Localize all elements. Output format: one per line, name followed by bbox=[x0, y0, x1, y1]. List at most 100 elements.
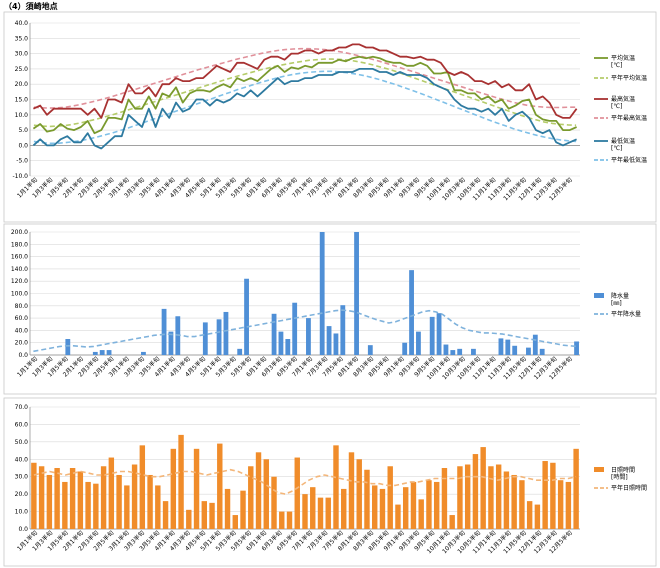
bar bbox=[65, 339, 71, 355]
chart-2-axes: 0.0 20.0 40.0 60.0 80.0 100.0 120.0 140.0 160.0 1… bbox=[11, 229, 580, 381]
bar bbox=[232, 515, 238, 529]
bar bbox=[201, 501, 208, 529]
bar bbox=[367, 345, 373, 355]
chart-3-legend: 日照時間[時間] 平年日照時間 bbox=[594, 466, 647, 492]
y-tick-label: 120.0 bbox=[11, 278, 28, 285]
normal-series-line-3 bbox=[33, 47, 577, 109]
bar bbox=[534, 504, 541, 529]
bar bbox=[31, 462, 37, 529]
legend-label-0: 平均気温 bbox=[611, 54, 635, 62]
bar bbox=[237, 348, 243, 355]
y-tick-label: 35.0 bbox=[15, 35, 29, 42]
bar bbox=[223, 311, 229, 355]
bar bbox=[131, 464, 138, 529]
bar bbox=[395, 504, 401, 529]
bar bbox=[464, 464, 471, 529]
bar bbox=[511, 474, 517, 529]
legend-unit-0: [時間] bbox=[611, 473, 628, 481]
bar bbox=[341, 488, 347, 529]
bar bbox=[526, 501, 533, 529]
y-tick-label: 10.0 bbox=[15, 509, 29, 516]
bar bbox=[310, 487, 316, 529]
y-tick-label: 0.0 bbox=[18, 352, 28, 359]
chart-1-series bbox=[32, 43, 578, 150]
bar bbox=[271, 476, 277, 529]
bar bbox=[387, 466, 393, 529]
bar bbox=[244, 278, 249, 355]
y-tick-label: 0.0 bbox=[18, 142, 28, 149]
bar bbox=[433, 481, 440, 529]
y-tick-label: 60.0 bbox=[15, 421, 29, 428]
bar bbox=[202, 322, 208, 355]
actual-series-line-2 bbox=[33, 43, 578, 119]
bar bbox=[69, 468, 76, 529]
bar bbox=[271, 313, 277, 355]
bar bbox=[100, 466, 107, 529]
bar bbox=[263, 459, 269, 529]
bar bbox=[278, 331, 284, 355]
y-tick-label: -5.0 bbox=[16, 158, 28, 165]
legend-swatch-0 bbox=[594, 293, 604, 298]
legend-label-0: 日照時間 bbox=[611, 466, 635, 474]
legend-label-1: 平年降水量 bbox=[611, 310, 641, 318]
bar bbox=[409, 270, 414, 355]
bar bbox=[519, 480, 525, 529]
bar bbox=[333, 333, 339, 355]
y-tick-label: 20.0 bbox=[15, 491, 29, 498]
legend-unit-2: [℃] bbox=[611, 103, 622, 110]
bar bbox=[450, 350, 456, 355]
y-tick-label: 5.0 bbox=[18, 127, 28, 134]
bar bbox=[402, 487, 409, 529]
y-tick-label: 100.0 bbox=[11, 291, 28, 298]
bar bbox=[550, 462, 556, 529]
y-tick-label: 15.0 bbox=[15, 97, 29, 104]
bar bbox=[325, 497, 331, 529]
bar bbox=[472, 454, 479, 529]
chart-3-series bbox=[31, 434, 579, 529]
bar bbox=[443, 344, 449, 355]
bar bbox=[402, 342, 408, 355]
bar bbox=[38, 466, 45, 529]
bar bbox=[480, 447, 486, 529]
bar bbox=[240, 490, 246, 529]
y-tick-label: 50.0 bbox=[15, 439, 29, 446]
bar bbox=[209, 502, 215, 529]
bar bbox=[286, 511, 293, 529]
bar bbox=[216, 319, 222, 355]
bar bbox=[108, 457, 115, 529]
bar bbox=[294, 457, 300, 529]
bar bbox=[92, 351, 98, 355]
bar bbox=[426, 480, 432, 529]
normal-series-line bbox=[33, 468, 577, 495]
bar bbox=[317, 497, 324, 529]
bar bbox=[457, 348, 463, 355]
legend-label-1: 平年平均気温 bbox=[611, 74, 647, 82]
legend-label-5: 平年最低気温 bbox=[611, 156, 647, 164]
y-tick-label: 40.0 bbox=[15, 456, 29, 463]
bar bbox=[285, 339, 291, 355]
bar bbox=[116, 474, 122, 529]
bar bbox=[372, 485, 378, 529]
bar bbox=[99, 350, 105, 355]
bar bbox=[46, 474, 53, 529]
bar bbox=[85, 481, 91, 529]
bar bbox=[498, 338, 504, 355]
bar bbox=[457, 466, 463, 529]
y-tick-label: 140.0 bbox=[11, 266, 28, 273]
bar bbox=[319, 232, 325, 355]
bar bbox=[62, 481, 68, 529]
bar bbox=[255, 452, 262, 529]
bar bbox=[147, 474, 153, 529]
legend-label-2: 最高気温 bbox=[611, 95, 635, 103]
bar bbox=[178, 434, 184, 529]
bar bbox=[170, 448, 177, 529]
chart-panel-2 bbox=[3, 223, 657, 395]
chart-1-axes: -10.0 -5.0 0.0 5.0 10.0 15.0 20.0 25.0 30.0 35.0 4… bbox=[12, 20, 580, 202]
bar bbox=[542, 461, 548, 529]
legend-label-1: 平年日照時間 bbox=[611, 484, 647, 492]
bar bbox=[429, 316, 435, 355]
bar bbox=[565, 481, 572, 529]
y-tick-label: 25.0 bbox=[15, 66, 29, 73]
bar bbox=[161, 308, 167, 355]
